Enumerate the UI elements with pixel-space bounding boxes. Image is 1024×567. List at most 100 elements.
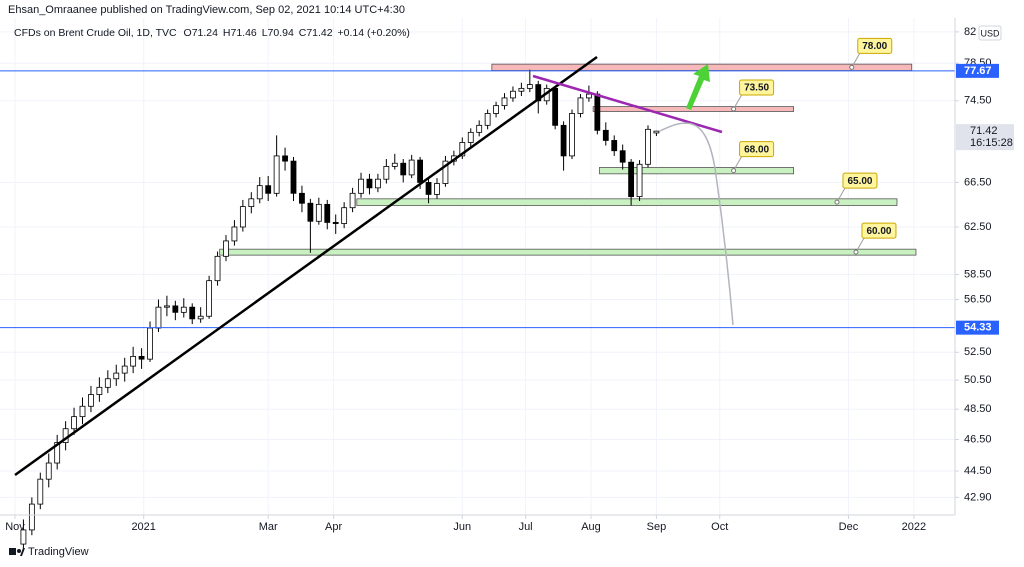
zones xyxy=(219,63,917,256)
publisher: Ehsan_Omraanee published on TradingView.… xyxy=(8,4,405,16)
y-tick-label: 42.90 xyxy=(964,491,992,503)
candle-body xyxy=(71,416,77,430)
logo-mark xyxy=(20,548,25,556)
callout-box xyxy=(739,141,775,158)
candle-body xyxy=(383,165,390,180)
price-label: 77.67 xyxy=(964,65,992,77)
candle-body xyxy=(96,386,103,395)
ohlc-change: +0.14 (+0.20%) xyxy=(338,27,410,39)
candle-body xyxy=(121,365,128,374)
x-tick-label: Jul xyxy=(519,521,533,533)
grid xyxy=(0,18,955,515)
candle-body xyxy=(594,93,601,131)
candle-body xyxy=(248,198,255,207)
candle-body xyxy=(79,405,86,418)
candle-body xyxy=(518,87,525,92)
axes: 8278.5074.5066.5062.5058.5056.5052.5050.… xyxy=(5,26,1014,533)
zone xyxy=(219,248,917,256)
candle-body xyxy=(636,163,643,198)
candle-body xyxy=(459,142,466,157)
callout-pointer xyxy=(855,237,865,253)
candle-body xyxy=(214,255,221,282)
candle-body xyxy=(113,372,120,380)
price-label-box xyxy=(956,63,999,78)
x-tick-label: Nov xyxy=(5,521,25,533)
callout-box xyxy=(842,172,878,189)
x-tick-label: Oct xyxy=(711,521,728,533)
y-tick-label: 50.50 xyxy=(964,374,992,386)
x-tick-label: 2022 xyxy=(902,521,926,533)
candle-body xyxy=(130,355,137,367)
candle-body xyxy=(425,182,432,195)
y-tick-label: 66.50 xyxy=(964,176,992,188)
candle-body xyxy=(484,113,491,126)
candle-body xyxy=(197,315,204,320)
logo-mark xyxy=(9,548,16,555)
x-tick-label: Jun xyxy=(453,521,471,533)
callout-pointer xyxy=(733,156,743,171)
candle-body xyxy=(569,113,575,157)
candle-body xyxy=(299,192,305,204)
y-tick-label: 74.50 xyxy=(964,95,992,107)
candle-body xyxy=(324,203,331,223)
zone xyxy=(356,198,898,206)
countdown-label: 16:15:28 xyxy=(970,137,1013,149)
candle-body xyxy=(37,478,44,505)
candle-body xyxy=(88,394,94,407)
candle-body xyxy=(619,150,626,163)
last-price-label: 71.42 xyxy=(970,125,998,137)
candle-body xyxy=(54,442,61,464)
candle-body xyxy=(315,203,322,222)
y-tick-label: 58.50 xyxy=(964,268,992,280)
callout-anchor xyxy=(849,64,855,70)
candle-body xyxy=(526,84,533,89)
candle-body xyxy=(653,130,660,134)
callout-anchor xyxy=(834,199,840,205)
drawings xyxy=(14,55,734,477)
candle-body xyxy=(256,185,263,200)
x-tick-label: Sep xyxy=(647,521,667,533)
candle-body xyxy=(586,93,592,99)
x-tick-label: 2021 xyxy=(131,521,155,533)
callout-pointer xyxy=(733,94,743,110)
trend-line xyxy=(532,74,723,134)
candle-body xyxy=(20,529,27,545)
callout-label: 78.00 xyxy=(862,41,887,52)
candle-body xyxy=(493,105,499,114)
callout-label: 68.00 xyxy=(744,144,769,155)
candle-body xyxy=(552,87,559,126)
callout-pointer xyxy=(851,53,861,68)
candle-body xyxy=(400,162,407,176)
y-tick-label: 62.50 xyxy=(964,221,992,233)
y-tick-label: 46.50 xyxy=(964,433,992,445)
currency: USD xyxy=(980,28,1000,38)
callout-pointer xyxy=(836,187,846,203)
price-label-box xyxy=(956,320,999,335)
candle-body xyxy=(180,306,187,313)
candle-body xyxy=(602,129,609,141)
candle-body xyxy=(349,192,356,209)
x-tick-label: Apr xyxy=(325,521,342,533)
candle-body xyxy=(172,305,179,313)
ohlc-open: O71.24 xyxy=(184,27,219,39)
x-tick-label: Dec xyxy=(839,521,859,533)
candle-body xyxy=(628,161,635,198)
ohlc-close: C71.42 xyxy=(299,27,333,39)
callout-box xyxy=(861,222,897,239)
candles xyxy=(20,69,660,552)
callout-anchor xyxy=(853,249,859,255)
zone xyxy=(599,167,794,175)
candle-body xyxy=(391,162,398,167)
y-tick-label: 44.50 xyxy=(964,465,992,477)
candle-body xyxy=(290,160,297,194)
candle-body xyxy=(467,131,474,143)
x-tick-label: Mar xyxy=(259,521,278,533)
candle-body xyxy=(434,183,440,195)
candle-body xyxy=(417,159,424,183)
currency-box xyxy=(978,25,1002,41)
arrow xyxy=(686,64,710,110)
x-tick-label: Aug xyxy=(581,521,601,533)
callout-box xyxy=(739,79,775,96)
